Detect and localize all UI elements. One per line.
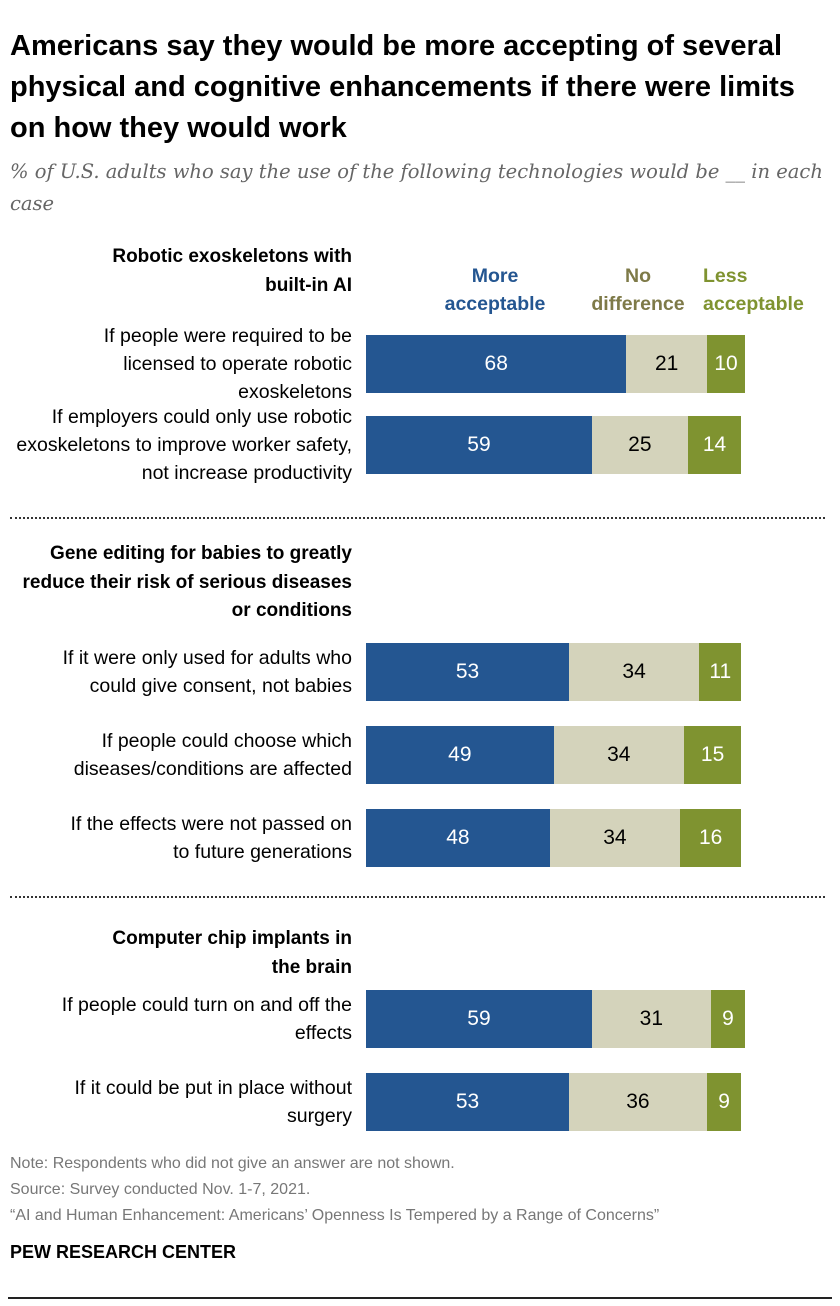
group-header: Computer chip implants in the brain bbox=[112, 928, 352, 978]
data-label: 68 bbox=[484, 352, 508, 375]
data-label: 9 bbox=[718, 1090, 730, 1113]
chart-title: Americans say they would be more accepti… bbox=[10, 30, 795, 144]
bar-more-acceptable: 53 bbox=[366, 643, 569, 701]
group-header: Robotic exoskeletons with built-in AI bbox=[112, 246, 352, 296]
chart-subtitle: % of U.S. adults who say the use of the … bbox=[10, 160, 823, 215]
data-label: 10 bbox=[714, 352, 738, 375]
data-label: 21 bbox=[654, 352, 679, 375]
data-label: 34 bbox=[622, 660, 646, 683]
row-label: If it were only used for adults who coul… bbox=[62, 647, 352, 697]
data-label: 11 bbox=[709, 660, 732, 683]
row-label: If the effects were not passed on to fut… bbox=[70, 813, 352, 863]
bar-more-acceptable: 59 bbox=[366, 416, 592, 474]
bar-less-acceptable: 11 bbox=[699, 643, 742, 701]
note: Note: Respondents who did not give an an… bbox=[10, 1155, 455, 1172]
data-label: 48 bbox=[446, 826, 470, 849]
bar-no-difference: 31 bbox=[591, 990, 711, 1048]
bar-less-acceptable: 14 bbox=[687, 416, 742, 474]
data-label: 34 bbox=[607, 743, 631, 766]
row-label: If people could turn on and off the effe… bbox=[61, 994, 352, 1044]
legend-no-difference: No difference bbox=[591, 265, 685, 315]
report-title: “AI and Human Enhancement: Americans’ Op… bbox=[10, 1207, 660, 1224]
bar-no-difference: 34 bbox=[568, 643, 700, 701]
legend-more-acceptable: More acceptable bbox=[444, 265, 546, 315]
bar-no-difference: 25 bbox=[591, 416, 688, 474]
data-label: 16 bbox=[699, 826, 723, 849]
group-header: Gene editing for babies to greatly reduc… bbox=[22, 543, 353, 621]
bar-no-difference: 36 bbox=[568, 1073, 707, 1131]
group-divider bbox=[10, 517, 825, 519]
bar-no-difference: 21 bbox=[626, 335, 707, 393]
group-divider bbox=[10, 896, 825, 898]
data-label: 25 bbox=[628, 433, 652, 456]
bar-more-acceptable: 53 bbox=[366, 1073, 569, 1131]
data-label: 31 bbox=[639, 1007, 663, 1030]
data-label: 34 bbox=[603, 826, 627, 849]
bar-more-acceptable: 59 bbox=[366, 990, 592, 1048]
bar-less-acceptable: 16 bbox=[680, 809, 742, 867]
data-label: 9 bbox=[722, 1007, 734, 1030]
row-label: If employers could only use robotic exos… bbox=[16, 406, 352, 484]
source: Source: Survey conducted Nov. 1-7, 2021. bbox=[10, 1181, 311, 1198]
row-label: If people could choose which diseases/co… bbox=[73, 730, 352, 780]
bar-less-acceptable: 15 bbox=[683, 726, 742, 784]
data-label: 49 bbox=[448, 743, 472, 766]
row-label: If it could be put in place without surg… bbox=[74, 1077, 352, 1127]
data-label: 53 bbox=[455, 1090, 480, 1113]
pew-logo-text: PEW RESEARCH CENTER bbox=[10, 1242, 237, 1262]
data-label: 53 bbox=[455, 660, 480, 683]
data-label: 14 bbox=[702, 433, 727, 456]
bottom-rule bbox=[8, 1297, 832, 1299]
legend-less-acceptable: Less acceptable bbox=[703, 265, 804, 315]
bar-less-acceptable: 9 bbox=[710, 990, 746, 1048]
row-label: If people were required to be licensed t… bbox=[103, 325, 352, 403]
bar-no-difference: 34 bbox=[553, 726, 684, 784]
bar-less-acceptable: 9 bbox=[706, 1073, 742, 1131]
data-label: 59 bbox=[467, 433, 491, 456]
bar-no-difference: 34 bbox=[549, 809, 681, 867]
bar-more-acceptable: 49 bbox=[366, 726, 554, 784]
data-label: 36 bbox=[626, 1090, 650, 1113]
bar-more-acceptable: 68 bbox=[366, 335, 627, 393]
bar-less-acceptable: 10 bbox=[706, 335, 746, 393]
bar-more-acceptable: 48 bbox=[366, 809, 550, 867]
data-label: 15 bbox=[700, 743, 725, 766]
data-label: 59 bbox=[467, 1007, 491, 1030]
